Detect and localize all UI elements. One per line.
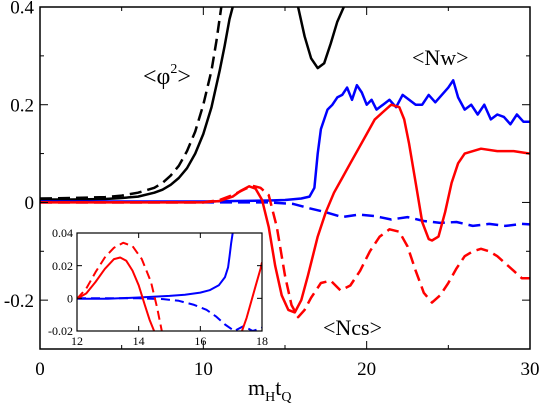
x-axis-label-sub-h: H: [265, 390, 275, 405]
inset-ticks: 12 14 16 18 -0.02 0 0.02 0.04: [48, 226, 268, 348]
x-axis-label-m: m: [248, 375, 265, 400]
y-tick-label: -0.2: [4, 291, 34, 312]
y-tick-label: -0.02: [48, 324, 73, 338]
x-tick-label: 16: [194, 334, 206, 348]
y-tick-label: 0.4: [10, 0, 34, 19]
nw-annotation: <Nw>: [412, 45, 469, 70]
y-tick-label: 0.04: [52, 226, 73, 240]
phi2-annotation-phi: φ: [157, 64, 171, 90]
x-tick-label: 14: [133, 334, 145, 348]
main-plot-curves: [40, 7, 530, 319]
phi2-annotation-close: >: [177, 64, 191, 90]
inset-curves: [77, 233, 262, 331]
phi2-annotation-exponent: 2: [170, 62, 177, 77]
series-ncs-solid: [40, 103, 530, 314]
inset-chart: 12 14 16 18 -0.02 0 0.02 0.04: [48, 226, 268, 348]
y-tick-label: 0: [25, 193, 35, 214]
y-tick-label: 0.2: [10, 95, 34, 116]
main-ticks: 0 10 20 30-0.200.20.4: [4, 0, 540, 380]
series-inset-red-rise: [241, 262, 262, 331]
series-inset-ncs-solid: [77, 256, 156, 331]
x-tick-label: 18: [256, 334, 268, 348]
series-phi2-solid: [40, 7, 234, 201]
y-tick-label: 0: [67, 292, 73, 306]
x-tick-label: 30: [521, 359, 540, 380]
series-nw-dashed: [40, 201, 530, 228]
series-phi2-cap: [296, 7, 345, 70]
phi2-annotation: <φ2>: [143, 62, 191, 90]
x-axis-label: mHtQ: [248, 375, 292, 405]
x-tick-label: 12: [71, 334, 83, 348]
inset-background: [77, 233, 262, 331]
phi2-annotation-open: <: [143, 64, 157, 90]
series-inset-ncs-dashed: [77, 241, 163, 331]
series-nw-solid: [40, 79, 530, 203]
y-tick-label: 0.02: [52, 259, 73, 273]
series-ncs-dashed: [40, 184, 530, 319]
inset-frame: [76, 232, 263, 332]
x-tick-label: 10: [194, 359, 213, 380]
x-tick-label: 20: [357, 359, 376, 380]
x-tick-label: 0: [35, 359, 45, 380]
ncs-annotation: <Ncs>: [323, 315, 382, 340]
x-axis-label-t: t: [275, 375, 281, 400]
x-axis-label-sub-q: Q: [281, 390, 291, 405]
series-phi2-dashed: [40, 7, 223, 200]
